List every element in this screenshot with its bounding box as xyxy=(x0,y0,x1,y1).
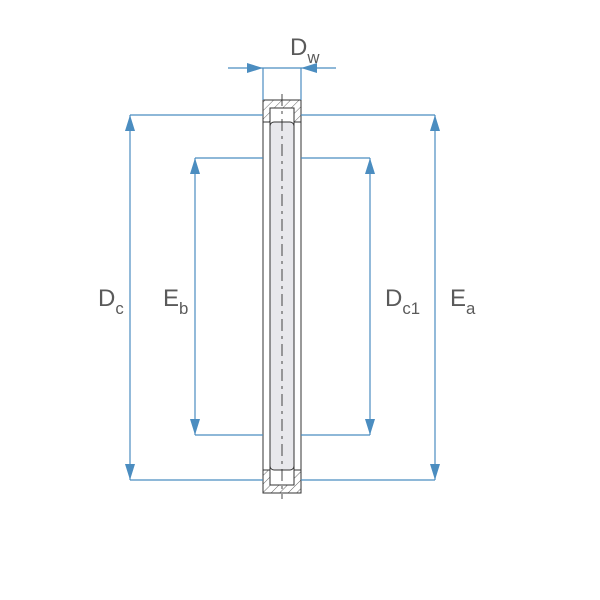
label-Dc1: Dc1 xyxy=(385,285,420,317)
label-Dc1-sub: c1 xyxy=(402,299,420,318)
label-Ea: Ea xyxy=(450,285,475,317)
label-Dc: Dc xyxy=(98,285,124,317)
label-Ea-sub: a xyxy=(466,299,475,318)
cage-rail-right xyxy=(294,122,301,470)
label-Dc-main: D xyxy=(98,285,115,312)
label-Dw-sub: w xyxy=(307,48,319,67)
label-Dw-main: D xyxy=(290,34,307,61)
cage-rail-left xyxy=(263,122,270,470)
label-Eb: Eb xyxy=(163,285,188,317)
label-Eb-main: E xyxy=(163,285,179,312)
label-Eb-sub: b xyxy=(179,299,188,318)
diagram-svg xyxy=(0,0,600,600)
label-Dc-sub: c xyxy=(115,299,123,318)
label-Ea-main: E xyxy=(450,285,466,312)
label-Dw: Dw xyxy=(290,34,319,66)
label-Dc1-main: D xyxy=(385,285,402,312)
diagram-stage: DwDcEbDc1Ea xyxy=(0,0,600,600)
